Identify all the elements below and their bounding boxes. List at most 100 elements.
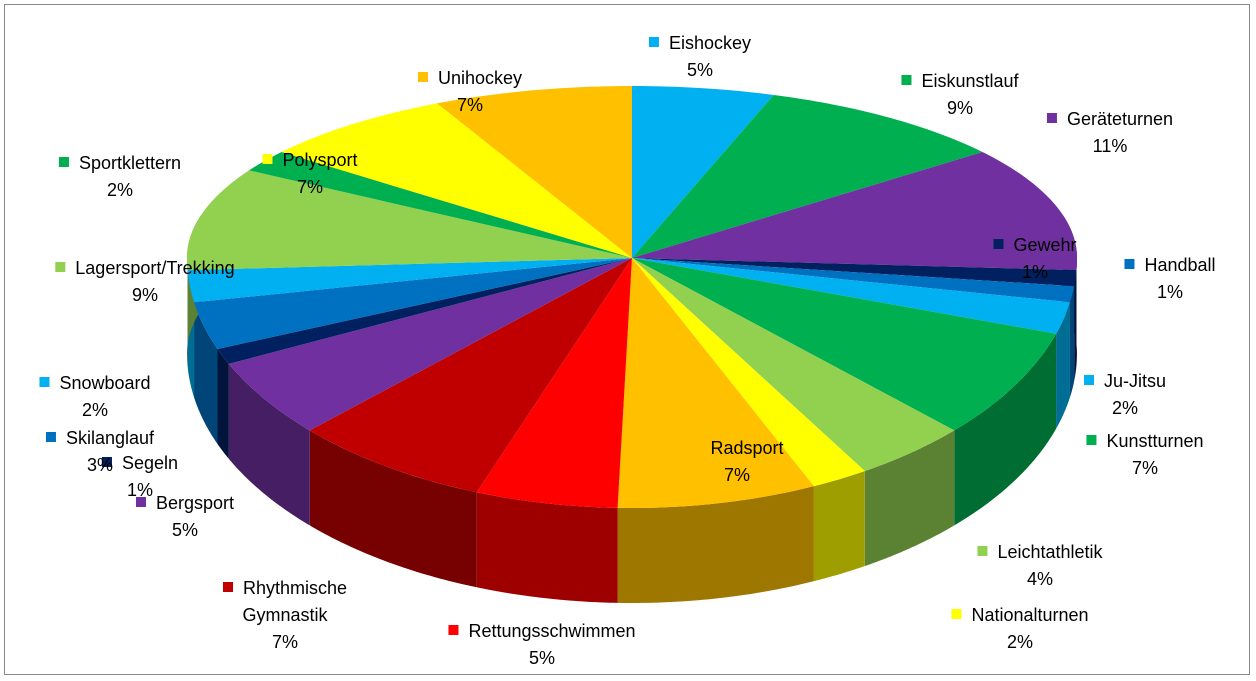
- data-label: Polysport 7%: [262, 147, 358, 201]
- data-label: Sportklettern 2%: [58, 150, 181, 204]
- label-name-row: Geräteturnen: [1046, 106, 1174, 133]
- pie-slice: [632, 258, 955, 472]
- pie-slice: [632, 258, 1077, 287]
- label-name-row: Nationalturnen: [951, 602, 1089, 629]
- label-name-row: Kunstturnen: [1086, 428, 1204, 455]
- value-label: 5%: [686, 60, 714, 80]
- pie-slice: [476, 258, 632, 508]
- pie-slice: [632, 152, 1077, 271]
- value-label: 11%: [1092, 136, 1128, 156]
- pie-slice: [187, 258, 632, 303]
- value-label: 2%: [1006, 632, 1033, 652]
- pie-side: [954, 333, 1057, 526]
- category-label: Ju-Jitsu: [1103, 371, 1167, 391]
- category-label: Geräteturnen: [1066, 109, 1174, 129]
- pie-slice: [632, 258, 1075, 303]
- legend-marker: [1086, 435, 1097, 445]
- value-label: 7%: [1131, 458, 1159, 478]
- legend-marker: [1083, 375, 1094, 385]
- legend-marker: [262, 154, 273, 164]
- legend-marker: [55, 262, 66, 272]
- category-label: Snowboard: [59, 373, 151, 393]
- value-label: 7%: [723, 465, 751, 485]
- value-label: 2%: [1111, 398, 1139, 418]
- label-name-row: Snowboard: [39, 370, 151, 397]
- pie-side: [617, 486, 814, 603]
- pie-side: [194, 302, 218, 444]
- pie-side: [228, 363, 310, 526]
- category-label: Rettungsschwimmen: [468, 621, 636, 641]
- chart-border: [4, 4, 1250, 675]
- label-name-row: Eiskunstlauf: [901, 68, 1019, 95]
- legend-marker: [993, 239, 1004, 249]
- label-name-row: Rettungsschwimmen: [448, 618, 636, 645]
- value-label: 9%: [946, 98, 973, 118]
- label-name-row: Eishockey: [648, 30, 752, 57]
- pie-slice: [187, 170, 632, 271]
- legend-marker: [951, 609, 962, 619]
- data-label: Skilanglauf 3%: [45, 425, 155, 479]
- label-name-row: Radsport: [690, 435, 784, 462]
- legend-marker: [45, 432, 56, 442]
- category-label: Bergsport: [155, 493, 235, 513]
- value-label: 2%: [106, 180, 133, 200]
- legend-marker: [222, 582, 233, 592]
- pie-slice: [228, 258, 632, 431]
- legend-marker: [448, 625, 459, 635]
- value-label: 1%: [1021, 262, 1048, 282]
- pie-side: [217, 348, 229, 459]
- data-label: Handball 1%: [1124, 252, 1216, 306]
- label-name-row: Sportklettern: [58, 150, 181, 177]
- pie-slice: [632, 258, 865, 487]
- data-label: Geräteturnen 11%: [1046, 106, 1174, 160]
- data-label: Nationalturnen 2%: [951, 602, 1089, 656]
- pie-slice: [217, 258, 633, 364]
- category-label: Rhythmische Gymnastik: [242, 578, 348, 625]
- pie-side: [813, 471, 865, 582]
- legend-marker: [135, 497, 146, 507]
- label-name-row: Bergsport: [135, 490, 235, 517]
- label-name-row: Gewehr: [993, 232, 1077, 259]
- data-label: Kunstturnen 7%: [1086, 428, 1204, 482]
- label-name-row: Handball: [1124, 252, 1216, 279]
- value-label: 7%: [456, 95, 484, 115]
- pie-side: [309, 430, 477, 588]
- label-name-row: Lagersport/Trekking: [55, 255, 235, 282]
- category-label: Eiskunstlauf: [921, 71, 1019, 91]
- value-label: 7%: [296, 177, 324, 197]
- legend-marker: [39, 377, 50, 387]
- legend-marker: [101, 457, 112, 467]
- value-label: 9%: [131, 285, 159, 305]
- pie-side: [1056, 302, 1070, 429]
- data-label: Rettungsschwimmen 5%: [448, 618, 636, 672]
- data-label: Snowboard 2%: [39, 370, 151, 424]
- category-label: Skilanglauf: [65, 428, 155, 448]
- pie-side: [476, 492, 618, 603]
- pie-slice: [632, 86, 774, 258]
- label-name-row: Polysport: [262, 147, 358, 174]
- pie-side: [1069, 286, 1075, 398]
- data-label: Lagersport/Trekking 9%: [55, 255, 235, 309]
- pie-side: [1074, 270, 1077, 382]
- pie-slice: [632, 94, 983, 259]
- category-label: Eishockey: [668, 33, 752, 53]
- legend-marker: [1124, 259, 1135, 269]
- category-label: Handball: [1144, 255, 1216, 275]
- legend-marker: [417, 72, 428, 82]
- category-label: Leichtathletik: [997, 542, 1103, 562]
- pie-slice: [249, 152, 632, 258]
- category-label: Segeln: [121, 453, 179, 473]
- data-label: Segeln 1%: [101, 450, 179, 504]
- data-label: Unihockey 7%: [417, 65, 523, 119]
- legend-marker: [690, 442, 701, 452]
- data-label: Radsport 7%: [690, 435, 784, 489]
- category-label: Nationalturnen: [971, 605, 1089, 625]
- data-label: Rhythmische Gymnastik 7%: [200, 575, 370, 656]
- pie-slice: [632, 258, 1070, 334]
- pie-slice: [437, 86, 632, 258]
- label-name-row: Leichtathletik: [977, 539, 1103, 566]
- category-label: Unihockey: [437, 68, 523, 88]
- category-label: Gewehr: [1013, 235, 1077, 255]
- label-name-row: Ju-Jitsu: [1083, 368, 1167, 395]
